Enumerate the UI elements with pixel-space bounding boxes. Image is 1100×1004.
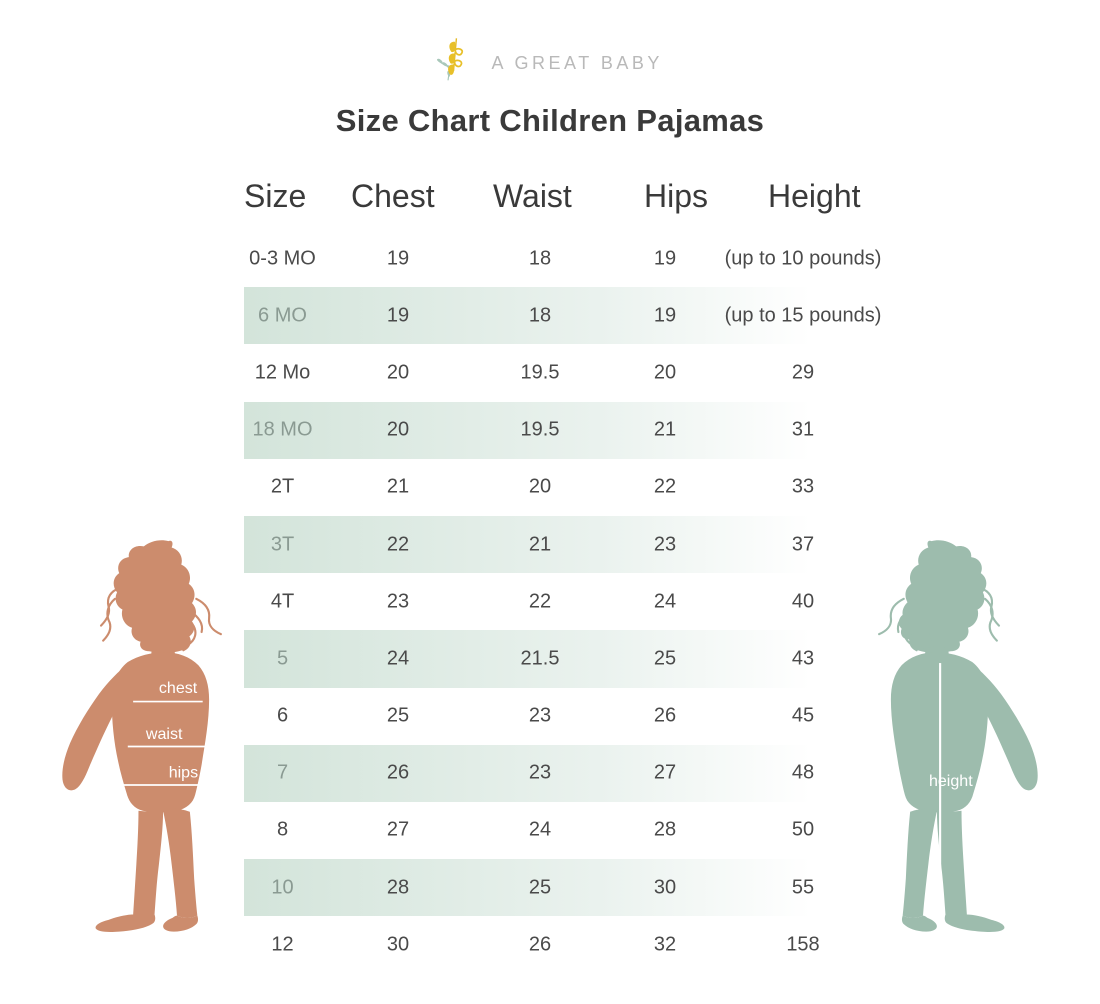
svg-text:hips: hips xyxy=(169,764,198,782)
svg-text:chest: chest xyxy=(159,679,198,697)
svg-text:waist: waist xyxy=(145,725,183,743)
svg-text:height: height xyxy=(929,772,973,790)
